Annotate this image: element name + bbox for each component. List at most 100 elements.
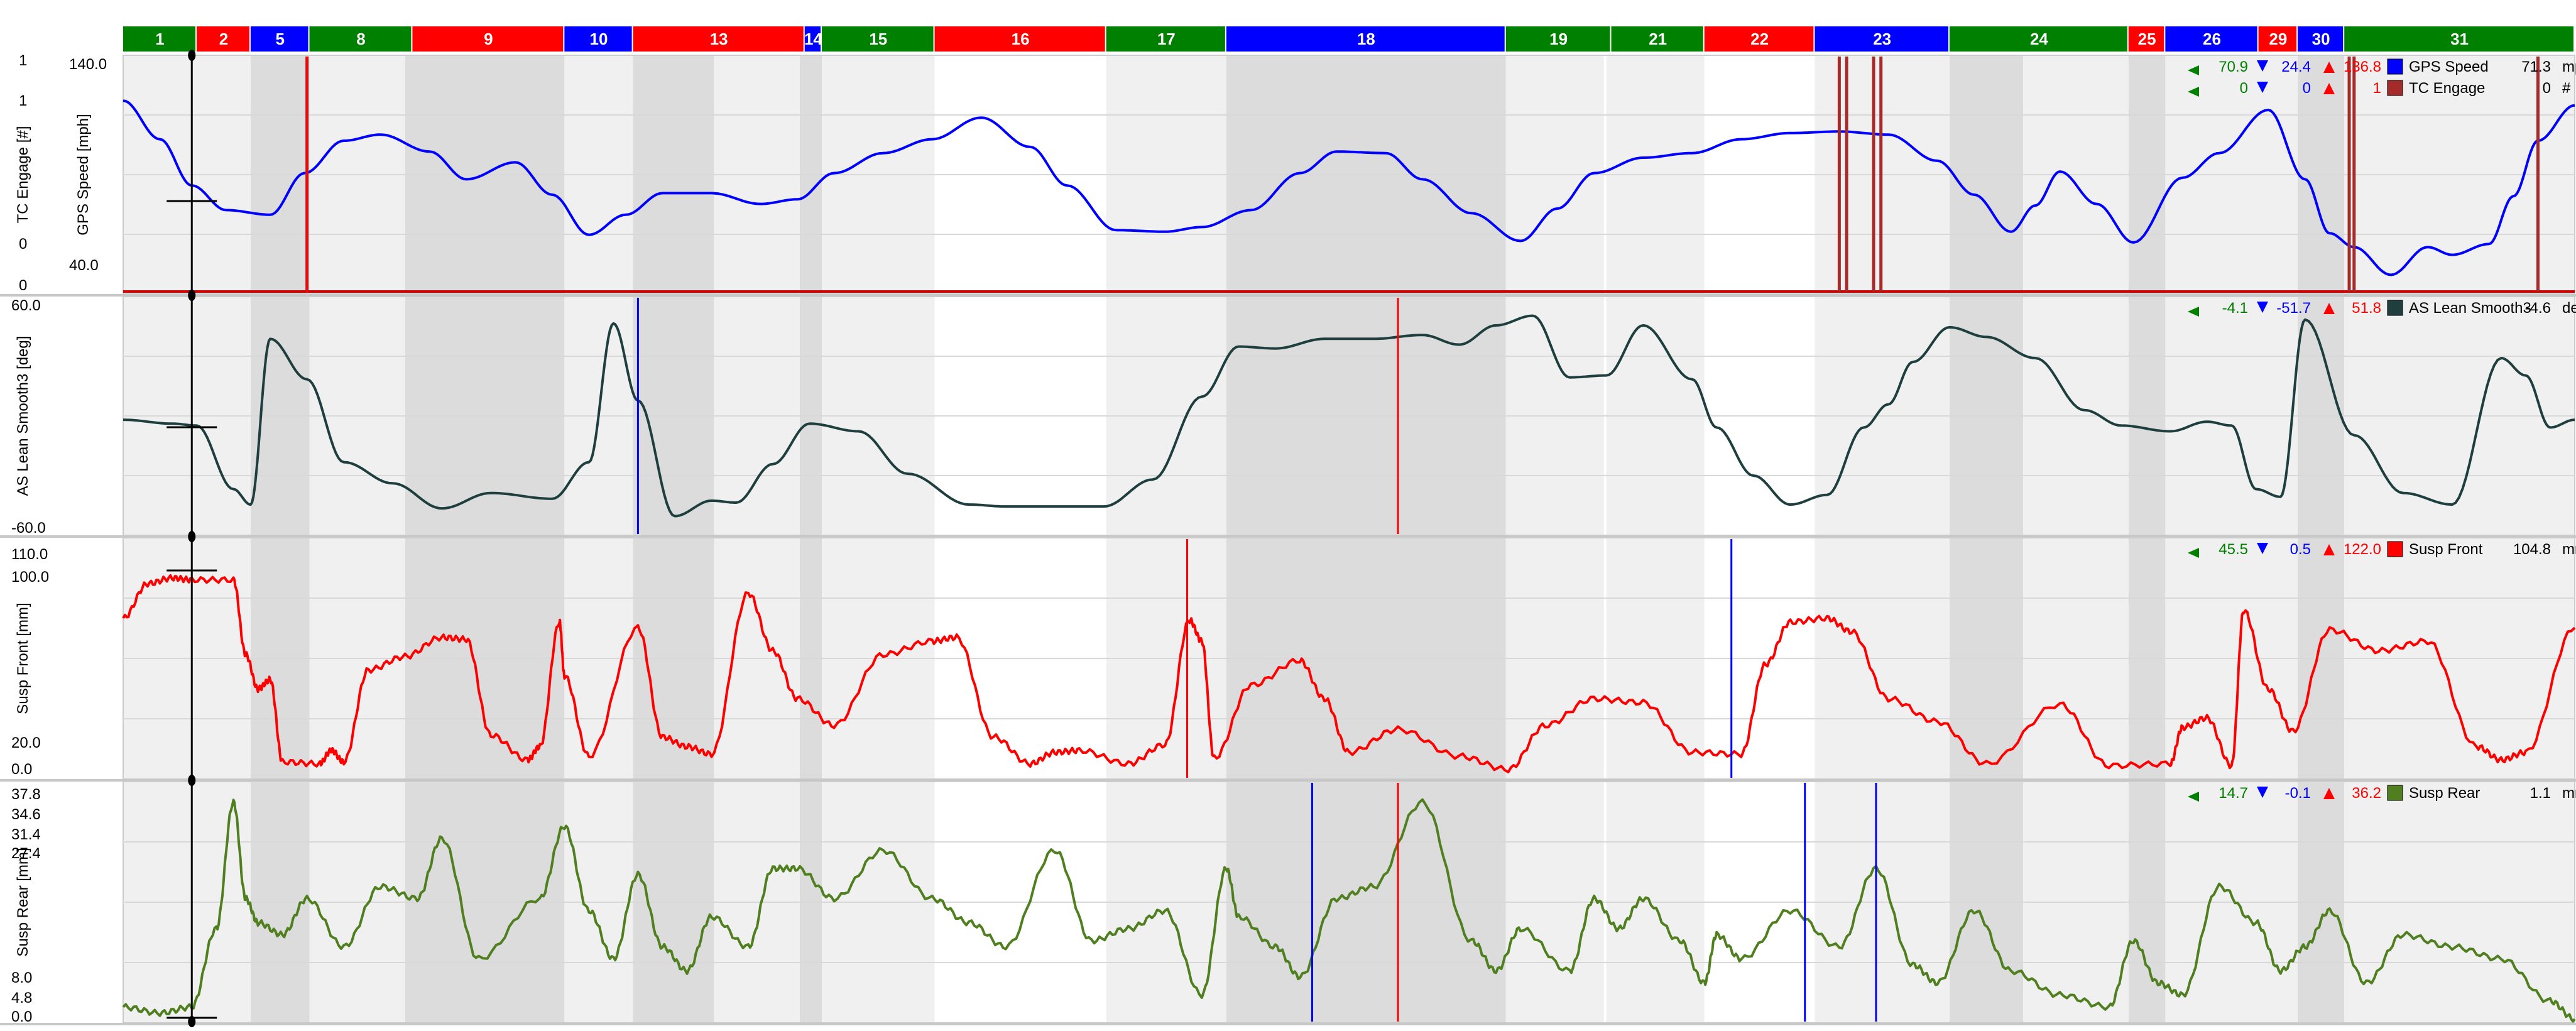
segment-label: 26: [2203, 30, 2221, 48]
min-marker-icon: [2257, 302, 2268, 313]
y-tick-label: 27.4: [11, 845, 41, 862]
cursor-handle: [188, 50, 196, 61]
y-tick-label: -60.0: [11, 520, 46, 537]
min-marker-icon: [2257, 60, 2268, 72]
legend-unit: mm: [2562, 785, 2576, 802]
segment-tab-31: [2344, 26, 2573, 52]
segment-label: 22: [1750, 30, 1769, 48]
y-tick-label: 1: [19, 92, 27, 109]
legend-series-name: GPS Speed: [2409, 58, 2489, 75]
segment-label: 18: [1357, 30, 1375, 48]
legend-swatch: [2387, 58, 2403, 75]
min-marker-icon: [2188, 65, 2199, 75]
series-line-3: [122, 798, 2576, 1023]
segment-label: 15: [869, 30, 887, 48]
y-tick-label: 100.0: [11, 569, 49, 586]
legend-blue-value: 24.4: [2281, 58, 2311, 75]
legend-unit: deg: [2562, 300, 2576, 317]
series-line-1: [123, 314, 2575, 518]
y-axis-label: AS Lean Smooth3 [deg]: [14, 336, 31, 496]
y-tick-label: 37.8: [11, 786, 41, 803]
y-tick-label: 31.4: [11, 826, 41, 843]
legend-swatch: [2387, 300, 2403, 316]
y-tick-label: 0.0: [11, 761, 32, 778]
segment-label: 16: [1012, 30, 1030, 48]
y-axis-label: GPS Speed [mph]: [75, 114, 92, 235]
segment-label: 13: [710, 30, 728, 48]
max-marker-icon: [2323, 544, 2335, 555]
legend-red-value: 136.8: [2344, 58, 2381, 75]
segment-tab-21: [1611, 26, 1703, 52]
segment-tab-22: [1704, 26, 1814, 52]
y-axis-label: Susp Front [mm]: [14, 603, 31, 714]
segment-tab-13: [633, 26, 804, 52]
segment-tab-5: [250, 26, 308, 52]
legend-series-name: TC Engage: [2409, 80, 2485, 97]
segment-tab-29: [2258, 26, 2297, 52]
segment-tab-19: [1505, 26, 1610, 52]
legend-current-value: 71.3: [2521, 58, 2551, 75]
segment-label: 24: [2030, 30, 2048, 48]
max-marker-icon: [2323, 62, 2335, 73]
min-marker-icon: [2188, 307, 2199, 317]
segment-tab-14: [804, 26, 821, 52]
legend-series-name: Susp Front: [2409, 541, 2483, 558]
y-tick-label: 34.6: [11, 806, 41, 823]
legend-blue-value: -51.7: [2276, 300, 2311, 317]
cursor-handle: [188, 531, 196, 542]
segment-label: 9: [484, 30, 493, 48]
segment-label: 8: [356, 30, 365, 48]
legend-green-value: 70.9: [2219, 58, 2248, 75]
legend-blue-value: -0.1: [2285, 785, 2311, 802]
legend-green-value: 14.7: [2219, 785, 2248, 802]
y-tick-label: 0: [19, 277, 27, 294]
segment-tab-2: [197, 26, 249, 52]
legend-red-value: 122.0: [2344, 541, 2381, 558]
legend-blue-value: 0: [2303, 80, 2311, 97]
max-marker-icon: [2323, 303, 2335, 314]
segment-tab-25: [2128, 26, 2164, 52]
min-marker-icon: [2257, 82, 2268, 93]
segment-label: 19: [1549, 30, 1568, 48]
y-tick-label: 8.0: [11, 969, 32, 986]
legend-red-value: 1: [2373, 80, 2381, 97]
min-marker-icon: [2188, 548, 2199, 558]
segment-label: 29: [2269, 30, 2287, 48]
legend-swatch: [2387, 785, 2403, 801]
segment-tab-15: [822, 26, 934, 52]
y-tick-label: 60.0: [11, 297, 41, 314]
segment-label: 30: [2312, 30, 2330, 48]
segment-tab-23: [1815, 26, 1948, 52]
segment-tab-16: [934, 26, 1105, 52]
series-line-2: [122, 574, 2576, 773]
legend-unit: #: [2562, 80, 2571, 97]
segment-label: 31: [2450, 30, 2469, 48]
legend-swatch: [2387, 80, 2403, 96]
legend-swatch: [2387, 541, 2403, 557]
y-axis-label: Susp Rear [mm]: [14, 848, 31, 956]
y-tick-label: 1: [19, 52, 27, 69]
series-line-0: [123, 99, 2575, 276]
min-marker-icon: [2257, 543, 2268, 554]
min-marker-icon: [2188, 792, 2199, 802]
y-tick-label: 0.0: [11, 1008, 32, 1025]
legend-current-value: -4.6: [2525, 300, 2551, 317]
segment-tab-30: [2298, 26, 2344, 52]
legend-blue-value: 0.5: [2290, 541, 2311, 558]
segment-label: 14: [804, 30, 822, 48]
legend-current-value: 0: [2543, 80, 2551, 97]
legend-unit: mm: [2562, 541, 2576, 558]
segment-label: 2: [219, 30, 228, 48]
y-tick-label: 0: [19, 236, 27, 253]
segment-tab-24: [1949, 26, 2127, 52]
legend-current-value: 104.8: [2513, 541, 2551, 558]
segment-tab-26: [2165, 26, 2257, 52]
segment-tab-10: [564, 26, 632, 52]
segment-label: 17: [1157, 30, 1176, 48]
max-marker-icon: [2323, 83, 2335, 94]
segment-tab-1: [123, 26, 196, 52]
legend-red-value: 36.2: [2352, 785, 2381, 802]
segment-tab-18: [1226, 26, 1505, 52]
